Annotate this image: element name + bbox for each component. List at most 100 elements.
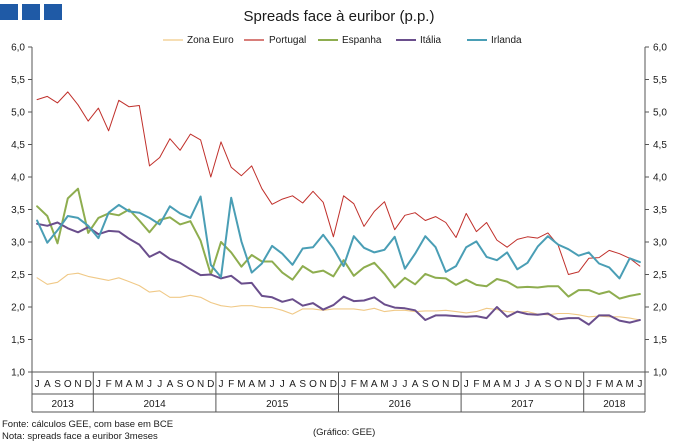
- x-month-label: J: [157, 379, 162, 390]
- x-month-label: D: [85, 379, 92, 390]
- x-month-label: M: [605, 379, 613, 390]
- logo-square-2: [22, 4, 40, 20]
- x-month-label: J: [270, 379, 275, 390]
- x-month-label: M: [380, 379, 388, 390]
- x-month-label: S: [299, 379, 306, 390]
- x-month-label: A: [126, 379, 133, 390]
- y-tick-label: 5,5: [653, 75, 667, 86]
- x-month-label: F: [473, 379, 479, 390]
- x-month-label: S: [177, 379, 184, 390]
- y-tick-label: 4,5: [11, 140, 25, 151]
- x-month-label: M: [115, 379, 123, 390]
- x-month-label: S: [545, 379, 552, 390]
- x-month-label: J: [586, 379, 591, 390]
- x-month-label: A: [412, 379, 419, 390]
- y-tick-label: 2,0: [11, 303, 25, 314]
- y-tick-label: 1,0: [653, 368, 667, 379]
- x-month-label: O: [432, 379, 440, 390]
- x-month-label: A: [616, 379, 623, 390]
- y-tick-label: 2,5: [11, 270, 25, 281]
- x-month-label: M: [503, 379, 511, 390]
- footnote: Nota: spreads face a euribor 3meses: [2, 431, 158, 442]
- y-tick-label: 1,0: [11, 368, 25, 379]
- legend-label-portugal: Portugal: [269, 35, 306, 46]
- x-month-label: F: [106, 379, 112, 390]
- x-month-label: M: [258, 379, 266, 390]
- y-tick-label: 4,5: [653, 140, 667, 151]
- series-line-irlanda: [36, 195, 641, 280]
- y-tick-label: 2,5: [653, 270, 667, 281]
- x-month-label: J: [35, 379, 40, 390]
- x-month-label: D: [575, 379, 582, 390]
- x-year-label: 2018: [603, 399, 626, 410]
- x-month-label: N: [197, 379, 204, 390]
- x-month-label: O: [64, 379, 72, 390]
- chart-credit: (Gráfico: GEE): [313, 427, 375, 438]
- logo-square-3: [44, 4, 62, 20]
- y-tick-label: 1,5: [653, 335, 667, 346]
- x-year-label: 2016: [389, 399, 412, 410]
- x-month-label: J: [637, 379, 642, 390]
- x-month-label: J: [525, 379, 530, 390]
- y-tick-label: 6,0: [11, 43, 25, 54]
- x-month-label: J: [392, 379, 397, 390]
- x-month-label: D: [330, 379, 337, 390]
- x-month-label: N: [442, 379, 449, 390]
- x-month-label: D: [452, 379, 459, 390]
- x-month-label: J: [280, 379, 285, 390]
- y-tick-label: 5,0: [11, 108, 25, 119]
- y-tick-label: 1,5: [11, 335, 25, 346]
- x-month-label: A: [167, 379, 174, 390]
- x-month-label: N: [74, 379, 81, 390]
- x-month-label: M: [626, 379, 634, 390]
- logo: [0, 4, 62, 20]
- series-line-zona-euro: [36, 272, 641, 321]
- x-month-label: F: [228, 379, 234, 390]
- x-month-label: S: [54, 379, 61, 390]
- legend: Zona Euro Portugal Espanha Itália Irlanda: [163, 35, 522, 46]
- series-line-portugal: [36, 91, 641, 275]
- x-month-label: J: [219, 379, 224, 390]
- logo-square-1: [0, 4, 18, 20]
- x-month-label: A: [494, 379, 501, 390]
- legend-label-italia: Itália: [420, 35, 442, 46]
- series-group: [36, 91, 641, 326]
- chart-title: Spreads face à euribor (p.p.): [244, 8, 435, 25]
- x-year-label: 2014: [143, 399, 166, 410]
- x-year-label: 2015: [266, 399, 289, 410]
- x-month-label: D: [207, 379, 214, 390]
- legend-label-espanha: Espanha: [342, 35, 382, 46]
- y-tick-label: 5,0: [653, 108, 667, 119]
- x-month-label: A: [371, 379, 378, 390]
- x-month-label: J: [147, 379, 152, 390]
- x-month-label: A: [289, 379, 296, 390]
- x-month-label: J: [464, 379, 469, 390]
- y-tick-label: 3,0: [653, 238, 667, 249]
- y-axis-right: 1,0 1,5 2,0 2,5 3,0 3,5 4,0 4,5 5,0 5,5 6,0: [644, 43, 667, 379]
- x-month-label: N: [320, 379, 327, 390]
- x-month-label: M: [360, 379, 368, 390]
- x-month-label: J: [96, 379, 101, 390]
- x-month-label: O: [186, 379, 194, 390]
- y-tick-label: 4,0: [653, 173, 667, 184]
- x-year-label: 2017: [511, 399, 534, 410]
- series-line-italia: [36, 221, 641, 326]
- y-tick-label: 3,0: [11, 238, 25, 249]
- x-month-label: S: [422, 379, 429, 390]
- x-month-label: A: [44, 379, 51, 390]
- y-tick-label: 2,0: [653, 303, 667, 314]
- y-axis-left: 1,0 1,5 2,0 2,5 3,0 3,5 4,0 4,5 5,0 5,5 6,0: [11, 43, 33, 379]
- x-month-label: F: [596, 379, 602, 390]
- x-month-label: N: [565, 379, 572, 390]
- x-month-label: A: [248, 379, 255, 390]
- series-line-espanha: [36, 187, 641, 300]
- x-month-label: J: [402, 379, 407, 390]
- x-month-label: J: [515, 379, 520, 390]
- y-tick-label: 6,0: [653, 43, 667, 54]
- x-month-label: M: [237, 379, 245, 390]
- x-month-label: O: [309, 379, 317, 390]
- legend-label-irlanda: Irlanda: [491, 35, 522, 46]
- x-month-label: F: [351, 379, 357, 390]
